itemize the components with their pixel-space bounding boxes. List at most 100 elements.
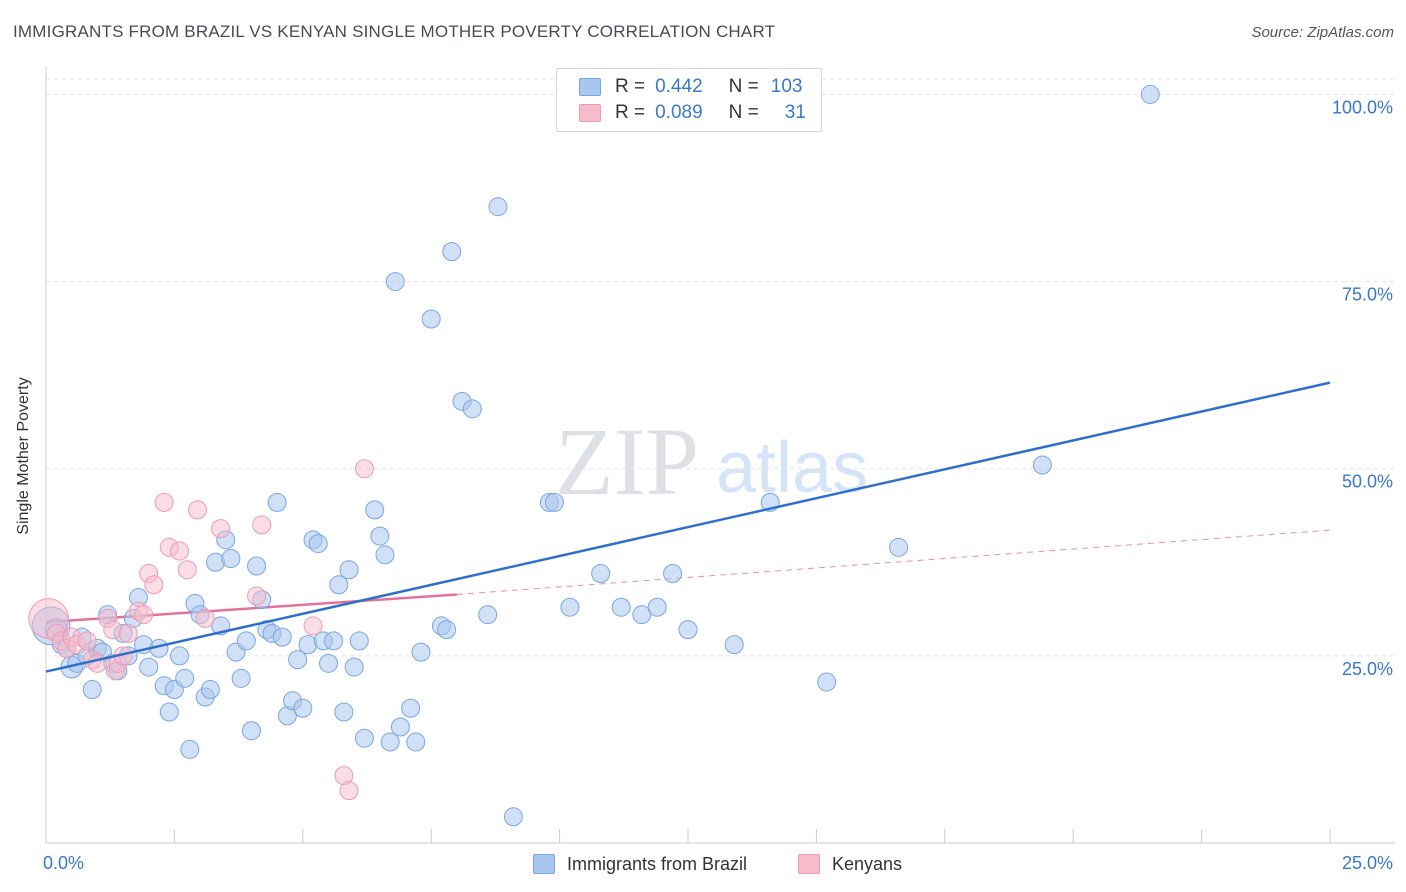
brazil-point bbox=[334, 702, 354, 722]
kenya-point bbox=[87, 653, 107, 673]
brazil-point bbox=[380, 732, 400, 752]
legend: R = 0.442 N = 103 R = 0.089 N = 31 bbox=[556, 68, 822, 132]
brazil-point bbox=[175, 668, 195, 688]
brazil-point bbox=[365, 500, 385, 520]
brazil-point bbox=[1032, 455, 1052, 475]
legend-swatch-brazil bbox=[579, 78, 601, 96]
legend-n-label: N = bbox=[728, 76, 759, 97]
brazil-point bbox=[889, 537, 909, 557]
legend-r-label: R = bbox=[615, 102, 646, 123]
brazil-point bbox=[247, 556, 267, 576]
brazil-point bbox=[267, 492, 287, 512]
brazil-point bbox=[544, 492, 564, 512]
brazil-point bbox=[442, 242, 462, 262]
brazil-point bbox=[647, 597, 667, 617]
brazil-point bbox=[678, 620, 698, 640]
brazil-point bbox=[354, 728, 374, 748]
brazil-point bbox=[308, 534, 328, 554]
brazil-point bbox=[288, 650, 308, 670]
legend-n-value: 31 bbox=[784, 102, 806, 123]
y-tick-label: 50.0% bbox=[1342, 472, 1393, 492]
kenya-point bbox=[77, 631, 97, 651]
legend-row-brazil: R = 0.442 N = 103 bbox=[579, 75, 802, 99]
kenya-trend-extension bbox=[456, 529, 1331, 595]
brazil-point bbox=[241, 721, 261, 741]
watermark-zip: ZIP bbox=[555, 408, 699, 515]
brazil-point bbox=[236, 631, 256, 651]
watermark-atlas: atlas bbox=[716, 428, 868, 508]
brazil-point bbox=[411, 642, 431, 662]
brazil-point bbox=[180, 739, 200, 759]
kenya-point bbox=[154, 492, 174, 512]
brazil-point bbox=[349, 631, 369, 651]
legend-r-value: 0.442 bbox=[655, 76, 703, 97]
brazil-point bbox=[462, 399, 482, 419]
brazil-point bbox=[663, 564, 683, 584]
brazil-point bbox=[488, 197, 508, 217]
source-label: Source: ZipAtlas.com bbox=[1251, 24, 1394, 41]
kenya-point bbox=[188, 500, 208, 520]
brazil-point bbox=[200, 680, 220, 700]
brazil-point bbox=[632, 605, 652, 625]
brazil-point bbox=[293, 698, 313, 718]
brazil-point bbox=[421, 309, 441, 329]
legend-r-label: R = bbox=[615, 76, 646, 97]
legend-swatch-kenya bbox=[579, 104, 601, 122]
brazil-point bbox=[478, 605, 498, 625]
legend-n-label: N = bbox=[728, 102, 759, 123]
y-tick-label: 25.0% bbox=[1342, 659, 1393, 679]
kenya-point bbox=[303, 616, 323, 636]
kenya-point bbox=[211, 519, 231, 539]
brazil-point bbox=[1140, 84, 1160, 104]
brazil-point bbox=[329, 575, 349, 595]
brazil-point bbox=[159, 702, 179, 722]
brazil-point bbox=[170, 646, 190, 666]
x-tick-label: 25.0% bbox=[1342, 853, 1393, 873]
y-axis-title: Single Mother Poverty bbox=[15, 377, 32, 535]
brazil-point bbox=[591, 564, 611, 584]
brazil-point bbox=[370, 526, 390, 546]
brazil-trend bbox=[45, 381, 1331, 673]
bottom-legend-swatch-brazil bbox=[533, 854, 555, 874]
kenya-point bbox=[339, 781, 359, 801]
brazil-point bbox=[560, 597, 580, 617]
kenya-point bbox=[144, 575, 164, 595]
bottom-legend-swatch-kenya bbox=[798, 854, 820, 874]
kenya-point bbox=[170, 541, 190, 561]
kenya-point bbox=[252, 515, 272, 535]
brazil-point bbox=[375, 545, 395, 565]
bottom-legend-label-kenya: Kenyans bbox=[832, 853, 903, 874]
brazil-point bbox=[406, 732, 426, 752]
kenya-point bbox=[195, 608, 215, 628]
kenya-point bbox=[134, 605, 154, 625]
bottom-legend-kenya: Kenyans bbox=[798, 851, 902, 877]
y-tick-label: 100.0% bbox=[1332, 97, 1393, 117]
chart-title: IMMIGRANTS FROM BRAZIL VS KENYAN SINGLE … bbox=[13, 22, 776, 41]
watermark: ZIP atlas bbox=[555, 408, 868, 515]
brazil-point bbox=[318, 653, 338, 673]
legend-r-value: 0.089 bbox=[655, 102, 703, 123]
kenya-point bbox=[354, 459, 374, 479]
brazil-point bbox=[390, 717, 410, 737]
kenya-point bbox=[177, 560, 197, 580]
brazil-point bbox=[272, 627, 292, 647]
tick-labels: 25.0% 50.0% 75.0% 100.0% 0.0% 25.0% bbox=[43, 97, 1393, 873]
brazil-point bbox=[724, 635, 744, 655]
axes bbox=[45, 66, 1395, 844]
bottom-legend-label-brazil: Immigrants from Brazil bbox=[567, 853, 748, 874]
kenya-point bbox=[247, 586, 267, 606]
brazil-point bbox=[385, 272, 405, 292]
brazil-point bbox=[231, 668, 251, 688]
brazil-point bbox=[82, 680, 102, 700]
legend-row-kenya: R = 0.089 N = 31 bbox=[579, 101, 806, 125]
x-tick-label: 0.0% bbox=[43, 853, 84, 873]
brazil-point bbox=[221, 549, 241, 569]
brazil-point bbox=[339, 560, 359, 580]
brazil-point bbox=[611, 597, 631, 617]
brazil-point bbox=[401, 698, 421, 718]
brazil-point bbox=[344, 657, 364, 677]
brazil-point bbox=[817, 672, 837, 692]
legend-n-value: 103 bbox=[770, 76, 803, 97]
y-tick-label: 75.0% bbox=[1342, 285, 1393, 305]
